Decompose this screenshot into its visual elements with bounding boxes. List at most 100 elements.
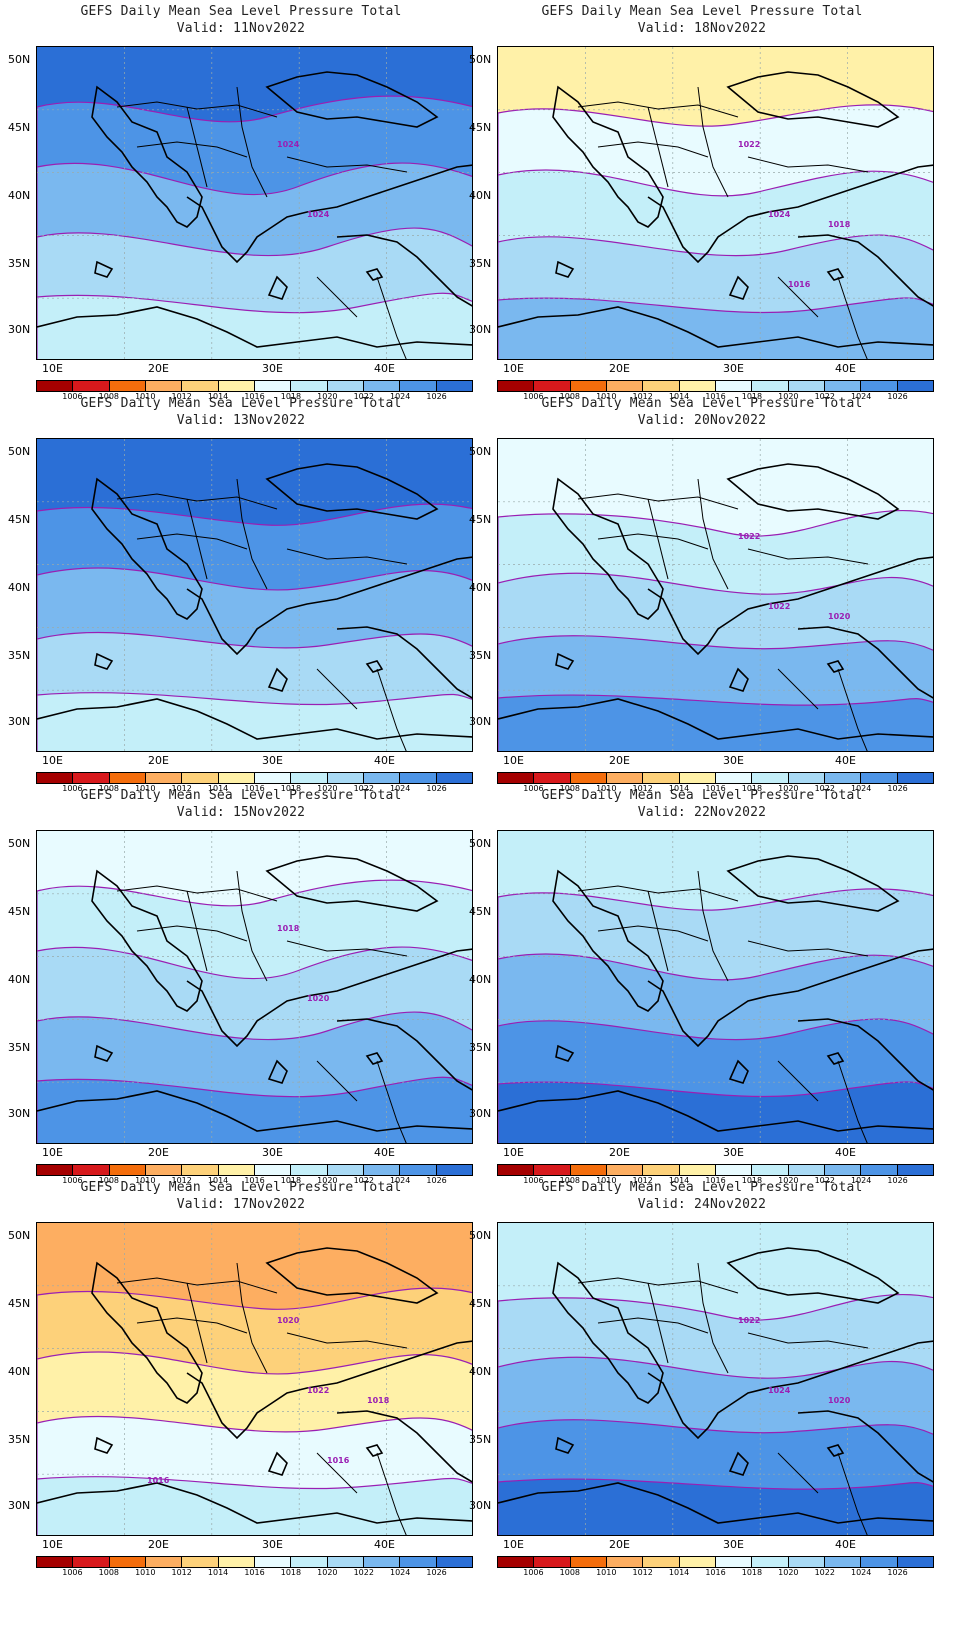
colorbar-swatch (715, 1165, 753, 1175)
colorbar (36, 1164, 473, 1176)
colorbar-tick-label: 1026 (426, 392, 447, 401)
forecast-panel: GEFS Daily Mean Sea Level Pressure Total… (0, 1176, 482, 1586)
colorbar-swatch (715, 381, 753, 391)
colorbar-swatch (679, 773, 716, 783)
latitude-tick-label: 50N (469, 445, 492, 458)
country-border (236, 870, 268, 982)
colorbar-swatch (37, 773, 74, 783)
colorbar-tick-label: 1024 (389, 392, 411, 401)
panel-title: GEFS Daily Mean Sea Level Pressure Total (541, 1180, 863, 1195)
pressure-map: 1024 1024 (36, 46, 473, 360)
colorbar-swatch (73, 381, 110, 391)
country-border (837, 1452, 868, 1535)
colorbar-swatch (73, 773, 110, 783)
country-border (577, 493, 739, 510)
forecast-panel: GEFS Daily Mean Sea Level Pressure Total… (0, 784, 482, 1194)
longitude-tick-label: 20E (609, 1146, 630, 1159)
latitude-tick-label: 35N (469, 649, 492, 662)
coastline (797, 234, 933, 307)
colorbar-tick-label: 1026 (887, 784, 908, 793)
colorbar-swatch (824, 773, 862, 783)
country-border (777, 276, 819, 318)
colorbar-swatch (788, 773, 825, 783)
longitude-tick-label: 20E (148, 1538, 169, 1551)
latitude-tick-label: 45N (469, 513, 492, 526)
colorbar-swatch (37, 1165, 74, 1175)
country-border (597, 1317, 709, 1334)
coastline (728, 275, 749, 300)
colorbar-swatch (606, 773, 644, 783)
longitude-tick-label: 20E (148, 362, 169, 375)
country-border (647, 498, 669, 580)
colorbar-swatch (218, 1557, 255, 1567)
colorbar-tick-label: 1016 (705, 1176, 726, 1185)
longitude-tick-label: 10E (503, 1146, 524, 1159)
colorbar (497, 1556, 934, 1568)
coastline (94, 652, 114, 670)
country-border (186, 106, 208, 188)
panel-title: GEFS Daily Mean Sea Level Pressure Total (80, 788, 402, 803)
colorbar-tick-label: 1018 (280, 784, 302, 793)
coastline (336, 626, 472, 699)
country-border (186, 890, 208, 972)
colorbar-swatch (643, 1557, 680, 1567)
latitude-tick-label: 45N (8, 121, 31, 134)
colorbar-labels: 1006 1008 1010 1012 1014 1016 1018 1020 1022 1024… (497, 392, 934, 404)
colorbar-swatch (182, 381, 219, 391)
colorbar-labels: 1006 1008 1010 1012 1014 1016 1018 1020 1022 1024… (497, 1176, 934, 1188)
colorbar-tick-label: 1022 (353, 392, 374, 401)
colorbar-tick-label: 1018 (280, 1176, 302, 1185)
coastline (336, 1018, 472, 1091)
colorbar-tick-label: 1026 (426, 1568, 447, 1577)
coastline (336, 234, 472, 307)
latitude-tick-label: 35N (469, 1433, 492, 1446)
colorbar-swatch (606, 1165, 644, 1175)
latitude-tick-label: 40N (469, 581, 492, 594)
forecast-panel: GEFS Daily Mean Sea Level Pressure Total… (461, 1176, 943, 1586)
colorbar-tick-label: 1008 (559, 784, 581, 793)
colorbar-tick-label: 1014 (207, 1568, 229, 1577)
colorbar-tick-label: 1022 (814, 1176, 835, 1185)
forecast-panel: GEFS Daily Mean Sea Level Pressure Total… (461, 784, 943, 1194)
forecast-panel: GEFS Daily Mean Sea Level Pressure Total… (0, 0, 482, 410)
colorbar-swatch (752, 1165, 789, 1175)
country-border (116, 101, 278, 118)
contour-label: 1016 (788, 280, 811, 289)
pressure-band (498, 694, 933, 751)
colorbar-tick-label: 1022 (353, 784, 374, 793)
colorbar-swatch (400, 381, 437, 391)
colorbar-swatch (400, 1165, 437, 1175)
colorbar (36, 772, 473, 784)
colorbar-tick-label: 1008 (559, 1176, 581, 1185)
latitude-tick-label: 30N (8, 1499, 31, 1512)
country-border (286, 548, 408, 565)
colorbar-tick-label: 1022 (814, 392, 835, 401)
colorbar-tick-label: 1020 (778, 392, 799, 401)
country-border (116, 885, 278, 902)
colorbar-tick-label: 1010 (596, 1568, 617, 1577)
coastline (186, 164, 472, 264)
coastline (365, 660, 384, 673)
country-border (837, 276, 868, 359)
country-border (376, 1452, 407, 1535)
country-border (286, 1332, 408, 1349)
colorbar-swatch (788, 381, 825, 391)
coastline (552, 477, 664, 620)
coastline (498, 306, 933, 348)
coastline (797, 1410, 933, 1483)
colorbar-swatch (400, 1557, 437, 1567)
longitude-tick-label: 20E (148, 1146, 169, 1159)
colorbar-swatch (752, 381, 789, 391)
colorbar-tick-label: 1016 (705, 392, 726, 401)
latitude-tick-label: 30N (469, 1107, 492, 1120)
country-border (286, 156, 408, 173)
longitude-tick-label: 10E (42, 1146, 63, 1159)
colorbar-swatch (327, 773, 364, 783)
coastline (552, 85, 664, 228)
latitude-tick-label: 50N (8, 445, 31, 458)
colorbar-swatch (861, 381, 898, 391)
panel-valid-date: Valid: 20Nov2022 (637, 413, 767, 428)
contour-label: 1022 (307, 1386, 329, 1395)
colorbar-swatch (498, 1165, 535, 1175)
country-border (136, 925, 248, 942)
